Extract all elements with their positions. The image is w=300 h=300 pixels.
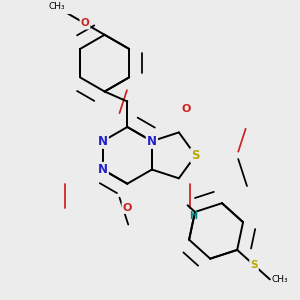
Text: S: S [191,149,200,162]
Text: O: O [123,203,132,213]
Text: O: O [182,104,191,115]
Text: H: H [189,211,197,221]
Text: N: N [147,135,157,148]
Text: O: O [81,18,89,28]
Text: N: N [98,135,108,148]
Text: CH₃: CH₃ [49,2,65,11]
Text: N: N [98,163,108,176]
Text: CH₃: CH₃ [271,275,288,284]
Text: S: S [250,260,258,270]
